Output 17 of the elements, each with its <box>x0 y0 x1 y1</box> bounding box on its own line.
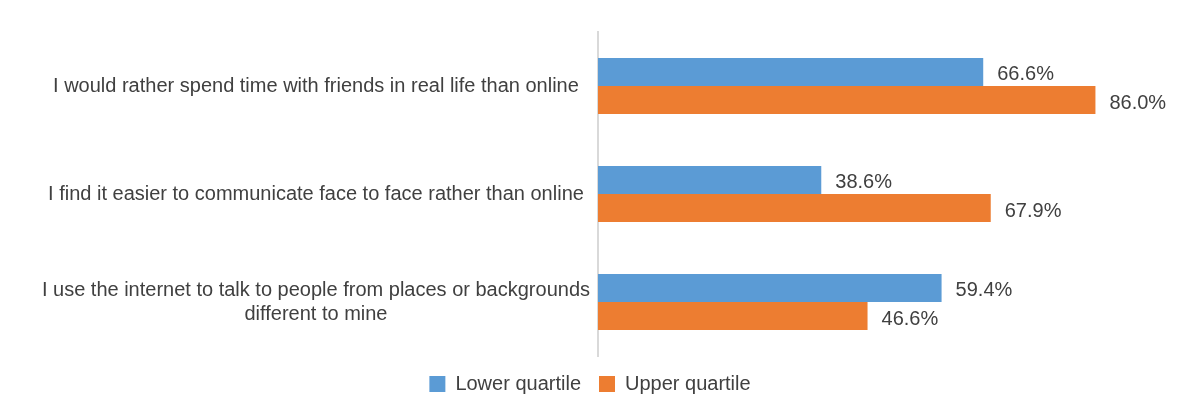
data-label: 86.0% <box>1109 90 1167 113</box>
bar <box>598 302 868 331</box>
y-tick-label: I would rather spend time with friends in real life than online <box>53 73 579 96</box>
bar <box>598 57 984 86</box>
y-tick-label: I find it easier to communicate face to face rather than online <box>48 181 584 204</box>
data-label: 46.6% <box>881 306 939 329</box>
legend-label: Upper quartile <box>625 371 751 394</box>
y-tick-label: I use the internet to talk to people from places or backgrounds different to mine <box>41 277 591 324</box>
data-label: 38.6% <box>835 170 893 193</box>
data-label: 67.9% <box>1004 198 1062 221</box>
bar <box>598 194 991 223</box>
bar <box>598 165 822 194</box>
bar <box>598 86 1096 115</box>
data-label: 59.4% <box>955 278 1013 301</box>
legend-label: Lower quartile <box>455 371 581 394</box>
data-label: 66.6% <box>997 62 1055 85</box>
bar <box>598 273 942 302</box>
